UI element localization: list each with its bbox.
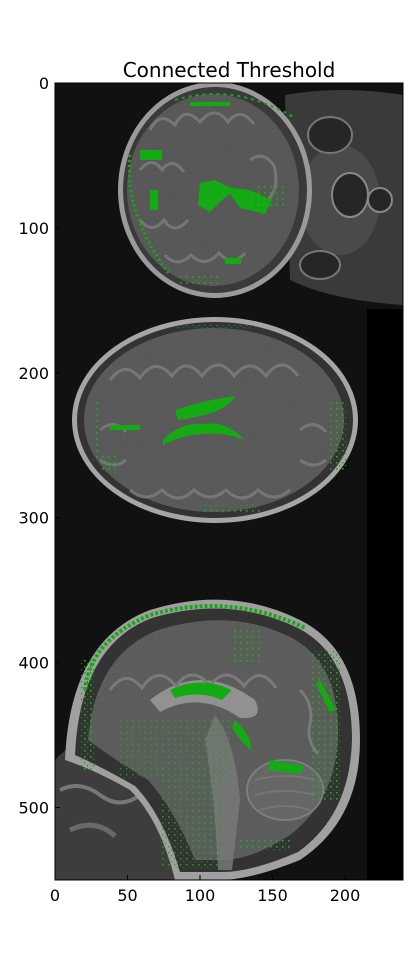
y-tick-label: 100 xyxy=(18,219,49,238)
x-tick-label: 150 xyxy=(257,886,288,905)
y-tick-label: 500 xyxy=(18,799,49,818)
y-tick-label: 400 xyxy=(18,654,49,673)
segmentation-mask-sagittal xyxy=(80,604,340,870)
y-tick-label: 200 xyxy=(18,364,49,383)
panel-sagittal xyxy=(55,599,360,880)
panel-axial-top xyxy=(118,83,403,305)
axes-frame xyxy=(54,82,404,881)
y-axis: 0 100 200 300 400 500 xyxy=(18,74,60,818)
y-tick-label: 300 xyxy=(18,509,49,528)
segmentation-mask-top xyxy=(127,93,296,285)
x-tick-label: 100 xyxy=(185,886,216,905)
x-tick-label: 50 xyxy=(117,886,137,905)
y-tick-label: 0 xyxy=(39,74,49,93)
image-area xyxy=(55,83,403,880)
panel-axial-middle xyxy=(72,317,358,523)
x-axis: 0 50 100 150 200 xyxy=(50,875,360,905)
black-strip xyxy=(367,309,403,880)
chart-title: Connected Threshold xyxy=(123,58,336,82)
x-tick-label: 200 xyxy=(330,886,361,905)
segmentation-mask-middle xyxy=(92,325,348,513)
x-tick-label: 0 xyxy=(50,886,60,905)
